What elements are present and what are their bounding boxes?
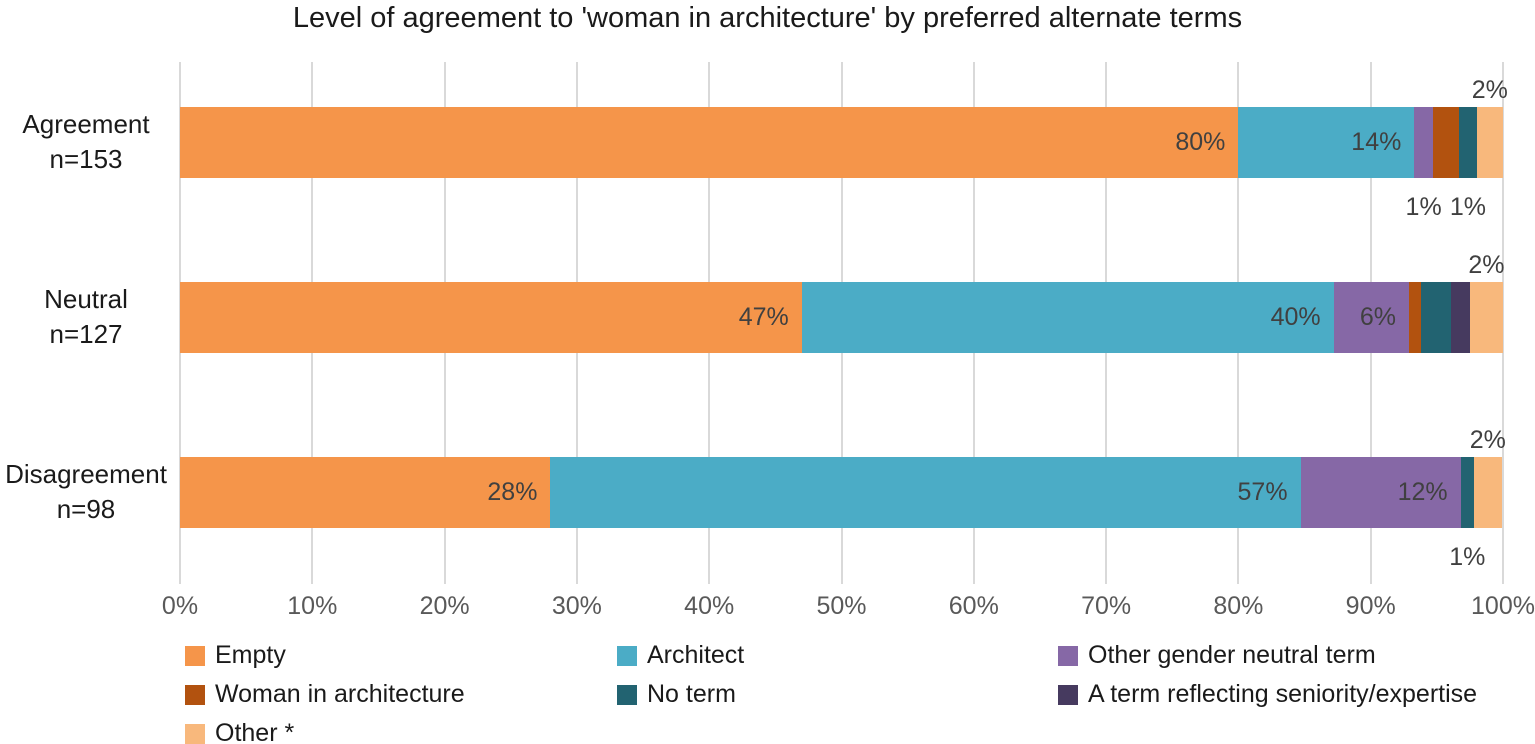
legend-item: Woman in architecture [185,680,465,709]
category-label-line: Agreement [22,109,150,139]
legend-label: Woman in architecture [215,680,465,708]
x-axis-tick-label: 70% [1081,592,1132,620]
bar-segment: 47% [180,282,802,353]
x-axis-tick-label: 10% [287,592,338,620]
data-label: 80% [1175,128,1226,156]
bar-segment [1414,107,1433,178]
legend-item: A term reflecting seniority/expertise [1058,680,1477,709]
data-label: 2% [1469,426,1506,454]
bar-segment: 80% [180,107,1239,178]
bar-row: 28% 57% 12% [180,457,1503,528]
data-label: 57% [1237,478,1288,506]
legend-swatch [1058,645,1078,666]
legend-swatch [185,723,205,744]
bar-segment [1476,107,1503,178]
data-label: 1% [1449,193,1487,221]
legend-item: No term [617,680,736,709]
category-label: Neutral n=127 [0,282,172,352]
category-label-line: Neutral [44,284,128,314]
bar-row: 47% 40% 6% [180,282,1503,353]
legend-label: Architect [647,641,745,669]
bar-segment [1469,282,1503,353]
legend-label: Other gender neutral term [1088,641,1376,669]
data-label: 14% [1351,128,1402,156]
legend-label: No term [647,680,736,708]
legend-swatch [185,645,205,666]
x-axis-tick-label: 50% [816,592,867,620]
bar-segment [1459,107,1477,178]
x-axis-tick-label: 60% [948,592,999,620]
x-axis-tick-label: 0% [161,592,199,620]
legend-item: Other * [185,719,294,744]
x-axis-tick-label: 100% [1471,592,1535,620]
x-axis-tick-label: 20% [419,592,470,620]
legend-label: Empty [215,641,286,669]
category-label-line: Disagreement [5,459,167,489]
data-label: 12% [1397,478,1448,506]
bar-segment [1451,282,1470,353]
data-label: 2% [1468,251,1505,279]
data-label: 28% [487,478,538,506]
legend-label: Other * [215,719,295,744]
category-label-line: n=98 [56,494,116,524]
category-label: Agreement n=153 [0,107,172,177]
legend-label: A term reflecting seniority/expertise [1088,680,1478,708]
data-label: 1% [1405,193,1442,221]
bar-segment: 12% [1300,457,1461,528]
data-label: 47% [738,303,789,331]
legend-item: Empty [185,641,286,670]
bar-segment [1460,457,1474,528]
legend-item: Other gender neutral term [1058,641,1376,670]
data-label: 1% [1449,543,1486,571]
category-label-line: n=153 [49,144,123,174]
bar-segment: 40% [801,282,1334,353]
bar-segment: 28% [180,457,551,528]
bar-segment: 57% [550,457,1301,528]
data-label: 40% [1270,303,1321,331]
bar-segment [1473,457,1502,528]
data-label: 6% [1359,303,1397,331]
bar-row: 80% 14% [180,107,1503,178]
chart-title: Level of agreement to 'woman in architec… [292,2,1243,34]
x-axis-tick-label: 40% [684,592,735,620]
legend-swatch [617,645,637,666]
x-axis-tick-label: 80% [1213,592,1264,620]
legend-swatch [185,684,205,705]
gridline [1502,62,1504,584]
category-label-line: n=127 [49,319,123,349]
x-axis-tick-label: 90% [1345,592,1396,620]
bar-segment: 6% [1333,282,1410,353]
legend-swatch [1058,684,1078,705]
bar-segment [1432,107,1460,178]
plot-area: 80% 14% 1% 1% 2% 47% 40% 6% 2% 28% 57% 12% 1% 2% [179,62,1508,584]
x-axis-tick-label: 30% [551,592,602,620]
bar-segment [1409,282,1421,353]
legend-item: Architect [617,641,744,670]
bar-segment [1420,282,1452,353]
bar-segment: 14% [1238,107,1415,178]
legend-swatch [617,684,637,705]
data-label: 2% [1471,76,1508,104]
category-label: Disagreement n=98 [0,457,172,527]
